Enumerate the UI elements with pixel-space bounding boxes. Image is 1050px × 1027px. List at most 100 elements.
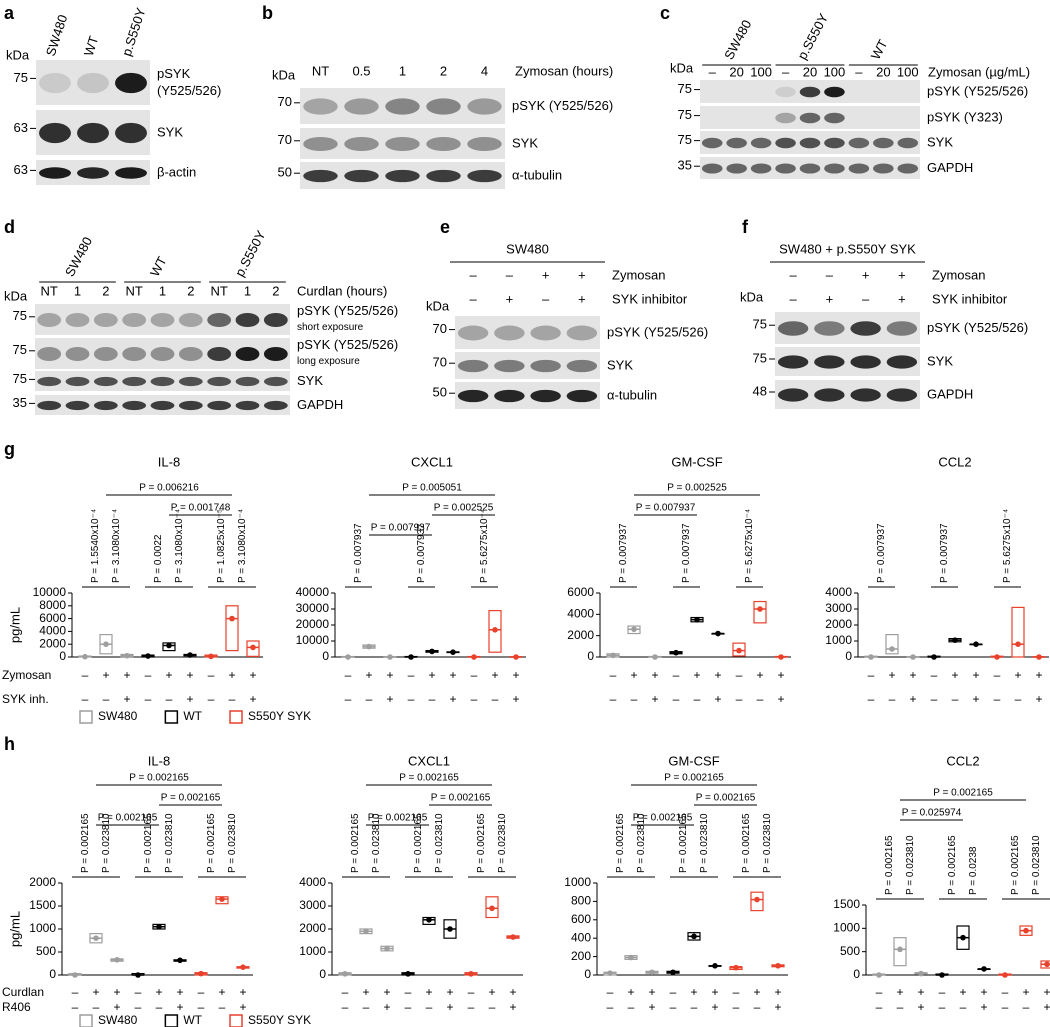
condition-sign: + bbox=[711, 1000, 718, 1014]
condition-sign: – bbox=[790, 291, 798, 306]
median-dot bbox=[198, 970, 204, 977]
median-dot bbox=[1015, 641, 1021, 647]
row-label: GAPDH bbox=[927, 386, 973, 401]
y-tick-label: 400 bbox=[571, 930, 591, 944]
median-dot bbox=[513, 654, 519, 660]
blot-band bbox=[65, 376, 90, 387]
condition-sign: + bbox=[113, 1000, 120, 1014]
median-dot bbox=[631, 626, 637, 633]
median-dot bbox=[250, 644, 256, 651]
p-value: P = 0.023810 bbox=[101, 813, 112, 873]
row-label: SYK bbox=[512, 135, 538, 150]
lane-label: 1 bbox=[159, 283, 166, 298]
p-value: P = 0.002165 bbox=[413, 813, 424, 873]
blot-band bbox=[37, 376, 62, 387]
blot-band bbox=[848, 163, 870, 174]
group-label: SW480 bbox=[721, 17, 754, 62]
condition-sign: – bbox=[468, 985, 475, 999]
condition-sign: – bbox=[468, 1000, 475, 1014]
condition-sign: – bbox=[471, 668, 478, 682]
condition-sign: – bbox=[631, 692, 638, 706]
condition-sign: + bbox=[972, 668, 979, 682]
y-tick-label: 6000 bbox=[567, 585, 594, 599]
median-dot bbox=[510, 934, 516, 940]
condition-sign: – bbox=[931, 668, 938, 682]
p-value: P = 0.007937 bbox=[353, 523, 364, 583]
box bbox=[750, 891, 764, 912]
median-dot bbox=[889, 646, 895, 652]
row-label: pSYK (Y525/526) bbox=[512, 98, 613, 113]
row-label: long exposure bbox=[297, 356, 360, 367]
condition-sign: + bbox=[542, 267, 550, 282]
lane-label: NT bbox=[210, 283, 227, 298]
y-tick-label: 0 bbox=[587, 649, 594, 663]
condition-sign: + bbox=[165, 668, 172, 682]
blot-band bbox=[178, 312, 203, 328]
condition-sign: – bbox=[862, 291, 870, 306]
group-label: p.S550Y bbox=[794, 11, 831, 62]
y-tick-label: 2000 bbox=[825, 617, 852, 631]
blot-band bbox=[122, 312, 147, 328]
condition-sign: – bbox=[897, 1000, 904, 1014]
lane-label: 2 bbox=[272, 283, 279, 298]
p-value: P = 0.002165 bbox=[933, 788, 993, 799]
p-value: P = 0.023810 bbox=[164, 813, 175, 873]
condition-sign: + bbox=[362, 985, 369, 999]
condition-sign: + bbox=[774, 1000, 781, 1014]
blot-band bbox=[814, 355, 845, 369]
condition-sign: – bbox=[103, 692, 110, 706]
condition-sign: + bbox=[651, 692, 658, 706]
median-dot bbox=[1002, 972, 1008, 978]
condition-sign: + bbox=[980, 1000, 987, 1014]
blot-band bbox=[775, 163, 796, 174]
condition-sign: + bbox=[386, 692, 393, 706]
median-dot bbox=[429, 648, 435, 655]
condition-sign: + bbox=[909, 692, 916, 706]
blot-band bbox=[37, 346, 62, 362]
y-tick-label: 2000 bbox=[567, 628, 594, 642]
panel-letter: h bbox=[4, 734, 15, 754]
kda-marker: 75 bbox=[678, 81, 692, 96]
condition-sign: + bbox=[102, 668, 109, 682]
p-value: P = 1.0825x10⁻⁵ bbox=[216, 509, 227, 583]
y-tick-label: 1500 bbox=[833, 897, 860, 911]
blot-band bbox=[814, 388, 845, 402]
p-value: P = 0.002165 bbox=[368, 813, 428, 824]
condition-sign: – bbox=[542, 291, 550, 306]
legend-swatch bbox=[79, 710, 93, 724]
blot-band bbox=[873, 137, 894, 149]
condition-sign: + bbox=[491, 668, 498, 682]
blot-band bbox=[115, 72, 147, 94]
lane-label: 1 bbox=[244, 283, 251, 298]
p-value: P = 0.005051 bbox=[402, 483, 462, 494]
condition-sign: + bbox=[176, 985, 183, 999]
condition-sign: + bbox=[711, 985, 718, 999]
condition-sign: – bbox=[876, 985, 883, 999]
y-tick-label: 1000 bbox=[564, 875, 591, 889]
condition-sign: – bbox=[135, 985, 142, 999]
condition-sign: + bbox=[648, 985, 655, 999]
kda-label: kDa bbox=[740, 289, 764, 304]
condition-sign: – bbox=[363, 1000, 370, 1014]
kda-marker: 75 bbox=[14, 70, 28, 85]
condition-sign: – bbox=[219, 1000, 226, 1014]
median-dot bbox=[652, 654, 658, 660]
condition-sign: – bbox=[166, 692, 173, 706]
chart-title: CXCL1 bbox=[408, 753, 450, 768]
lane-label: 100 bbox=[750, 64, 772, 79]
y-tick-label: 0 bbox=[59, 649, 66, 663]
condition-sign: + bbox=[690, 985, 697, 999]
condition-sign: – bbox=[733, 985, 740, 999]
median-dot bbox=[426, 917, 432, 923]
condition-sign: – bbox=[1015, 692, 1022, 706]
group-label: p.S550Y bbox=[232, 228, 269, 279]
blot-band bbox=[777, 355, 809, 369]
condition-sign: + bbox=[92, 985, 99, 999]
panel-letter: b bbox=[262, 3, 273, 23]
row-label: GAPDH bbox=[297, 397, 343, 412]
median-dot bbox=[897, 946, 903, 953]
condition-sign: – bbox=[868, 668, 875, 682]
median-dot bbox=[778, 654, 784, 660]
p-value: P = 0.002165 bbox=[161, 793, 221, 804]
y-tick-label: 0 bbox=[49, 967, 56, 981]
